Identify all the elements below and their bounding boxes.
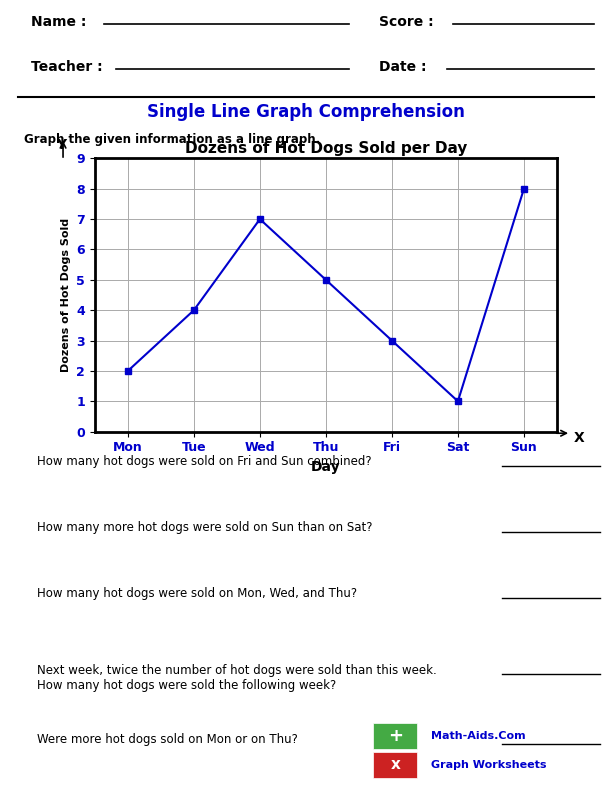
- Text: +: +: [388, 727, 403, 745]
- Text: Score :: Score :: [379, 15, 434, 29]
- Text: Teacher :: Teacher :: [31, 60, 102, 74]
- Text: x: x: [390, 757, 400, 772]
- Text: Y: Y: [56, 138, 66, 152]
- Text: Next week, twice the number of hot dogs were sold than this week.
How many hot d: Next week, twice the number of hot dogs …: [37, 664, 436, 691]
- Text: Name :: Name :: [31, 15, 86, 29]
- Title: Dozens of Hot Dogs Sold per Day: Dozens of Hot Dogs Sold per Day: [185, 141, 467, 156]
- Text: How many hot dogs were sold on Mon, Wed, and Thu?: How many hot dogs were sold on Mon, Wed,…: [37, 587, 357, 600]
- Text: Single Line Graph Comprehension: Single Line Graph Comprehension: [147, 103, 465, 120]
- Y-axis label: Dozens of Hot Dogs Sold: Dozens of Hot Dogs Sold: [61, 218, 71, 372]
- Text: How many hot dogs were sold on Fri and Sun combined?: How many hot dogs were sold on Fri and S…: [37, 455, 371, 468]
- Text: X: X: [574, 431, 585, 445]
- Text: Date :: Date :: [379, 60, 427, 74]
- Text: Math-Aids.Com: Math-Aids.Com: [431, 731, 525, 741]
- Text: Graph the given information as a line graph.: Graph the given information as a line gr…: [24, 133, 321, 146]
- Text: How many more hot dogs were sold on Sun than on Sat?: How many more hot dogs were sold on Sun …: [37, 521, 372, 534]
- Text: Graph Worksheets: Graph Worksheets: [431, 760, 546, 770]
- X-axis label: Day: Day: [311, 460, 341, 474]
- Text: Were more hot dogs sold on Mon or on Thu?: Were more hot dogs sold on Mon or on Thu…: [37, 733, 297, 746]
- Bar: [373, 752, 417, 778]
- Bar: [373, 723, 417, 749]
